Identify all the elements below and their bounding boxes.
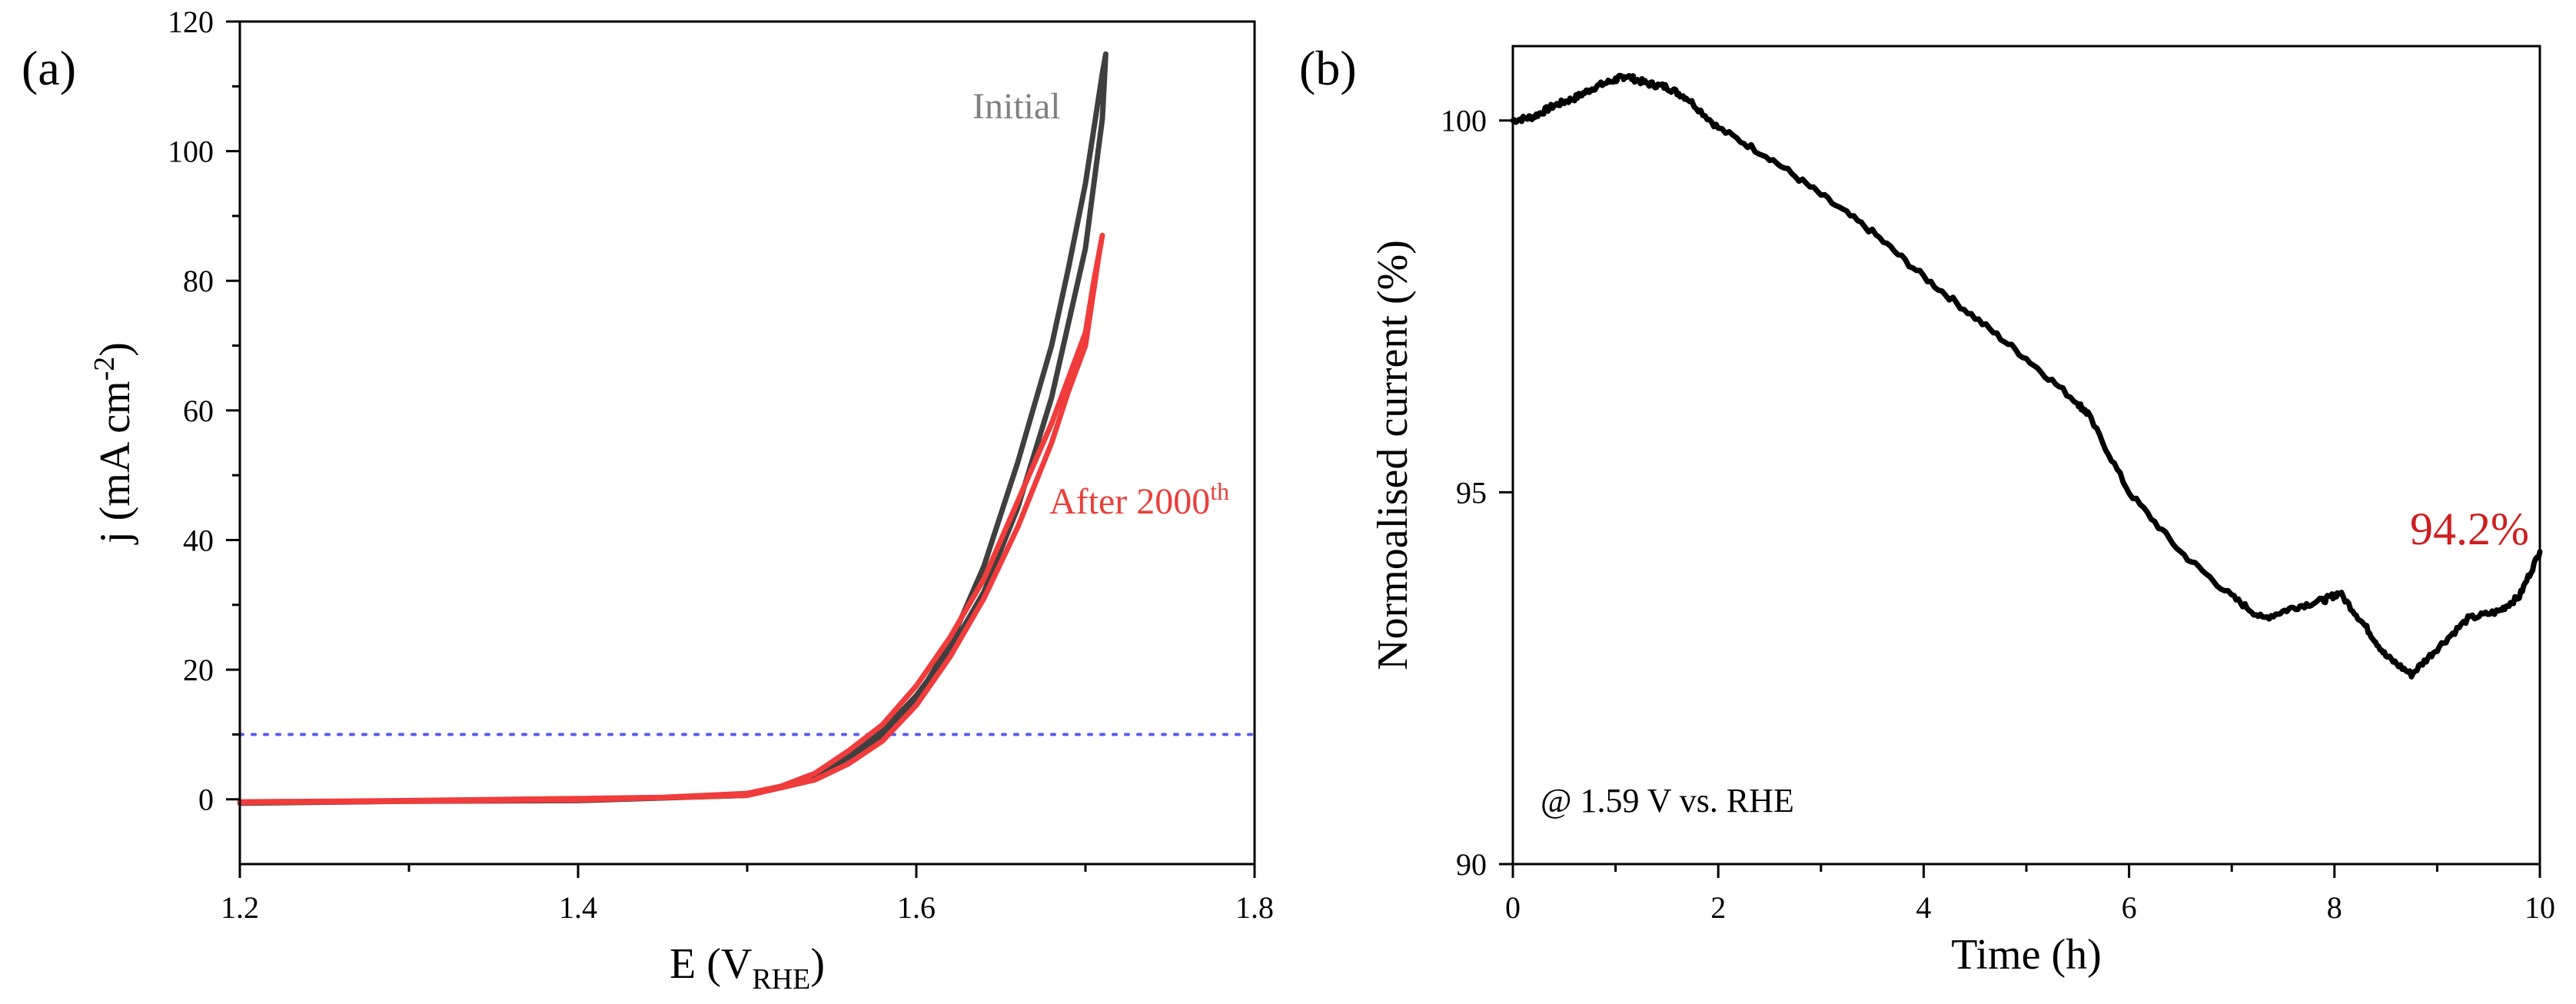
x-tick-label: 6 — [2122, 890, 2137, 925]
x-tick-label: 0 — [1505, 890, 1521, 925]
x-tick-label: 1.4 — [559, 890, 597, 925]
y-tick-label: 95 — [1456, 475, 1487, 510]
panel-b-x-axis-title: Time (h) — [1951, 931, 2102, 979]
x-title-sub: RHE — [752, 963, 810, 996]
panel-a-plot-frame — [238, 20, 1256, 866]
y-tick-label: 100 — [168, 135, 214, 169]
y-tick-label: 20 — [183, 653, 214, 687]
series-label-after-main: After 2000 — [1049, 481, 1210, 522]
panel-a-ticks: 1.2 1.4 1.6 1.8 0 20 40 60 80 100 120 — [168, 5, 1274, 925]
panel-b-label: (b) — [1299, 41, 1357, 95]
y-tick-label: 60 — [183, 394, 214, 428]
panel-a-y-axis-title: j (mA cm-2) — [88, 342, 139, 545]
x-tick-label: 1.2 — [221, 890, 259, 925]
series-line-initial — [237, 51, 1109, 806]
x-title-end: ) — [810, 940, 825, 988]
panel-b: (b) 0 2 4 6 8 10 90 95 100 @ 1.59 V vs. RHE 94.2… — [1299, 41, 2555, 979]
y-tick-label: 0 — [198, 783, 214, 817]
x-tick-label: 4 — [1916, 890, 1931, 925]
x-tick-label: 8 — [2327, 890, 2342, 925]
y-tick-label: 80 — [183, 264, 214, 298]
y-tick-label: 90 — [1456, 847, 1487, 882]
y-title-sup: -2 — [88, 357, 121, 381]
series-line-after-2000th — [237, 232, 1105, 806]
series-label-after-2000th: After 2000th — [1049, 477, 1229, 522]
y-tick-label: 120 — [168, 5, 214, 39]
x-tick-label: 2 — [1710, 890, 1726, 925]
series-line-normalised-current — [1510, 72, 2543, 680]
x-tick-label: 1.6 — [897, 890, 936, 925]
panel-b-series-group — [1510, 72, 2543, 680]
series-label-initial: Initial — [972, 86, 1061, 127]
series-label-after-sup: th — [1210, 477, 1229, 505]
retention-label: 94.2% — [2410, 504, 2529, 554]
panel-a-series-group — [237, 51, 1109, 806]
panel-a-x-axis-title: E (VRHE) — [670, 940, 825, 996]
panel-a-label: (a) — [22, 41, 76, 95]
panel-b-ticks: 0 2 4 6 8 10 90 95 100 — [1441, 104, 2555, 925]
y-title-main: j (mA cm — [91, 381, 139, 545]
x-title-main: E (V — [670, 940, 752, 988]
x-tick-label: 10 — [2524, 890, 2555, 925]
panel-b-y-axis-title: Normoalised current (%) — [1369, 240, 1417, 670]
y-tick-label: 40 — [183, 523, 214, 557]
condition-annotation: @ 1.59 V vs. RHE — [1541, 782, 1794, 819]
y-title-end: ) — [91, 342, 139, 357]
y-tick-label: 100 — [1441, 104, 1487, 138]
panel-b-plot-frame — [1511, 45, 2541, 866]
x-tick-label: 1.8 — [1235, 890, 1274, 925]
